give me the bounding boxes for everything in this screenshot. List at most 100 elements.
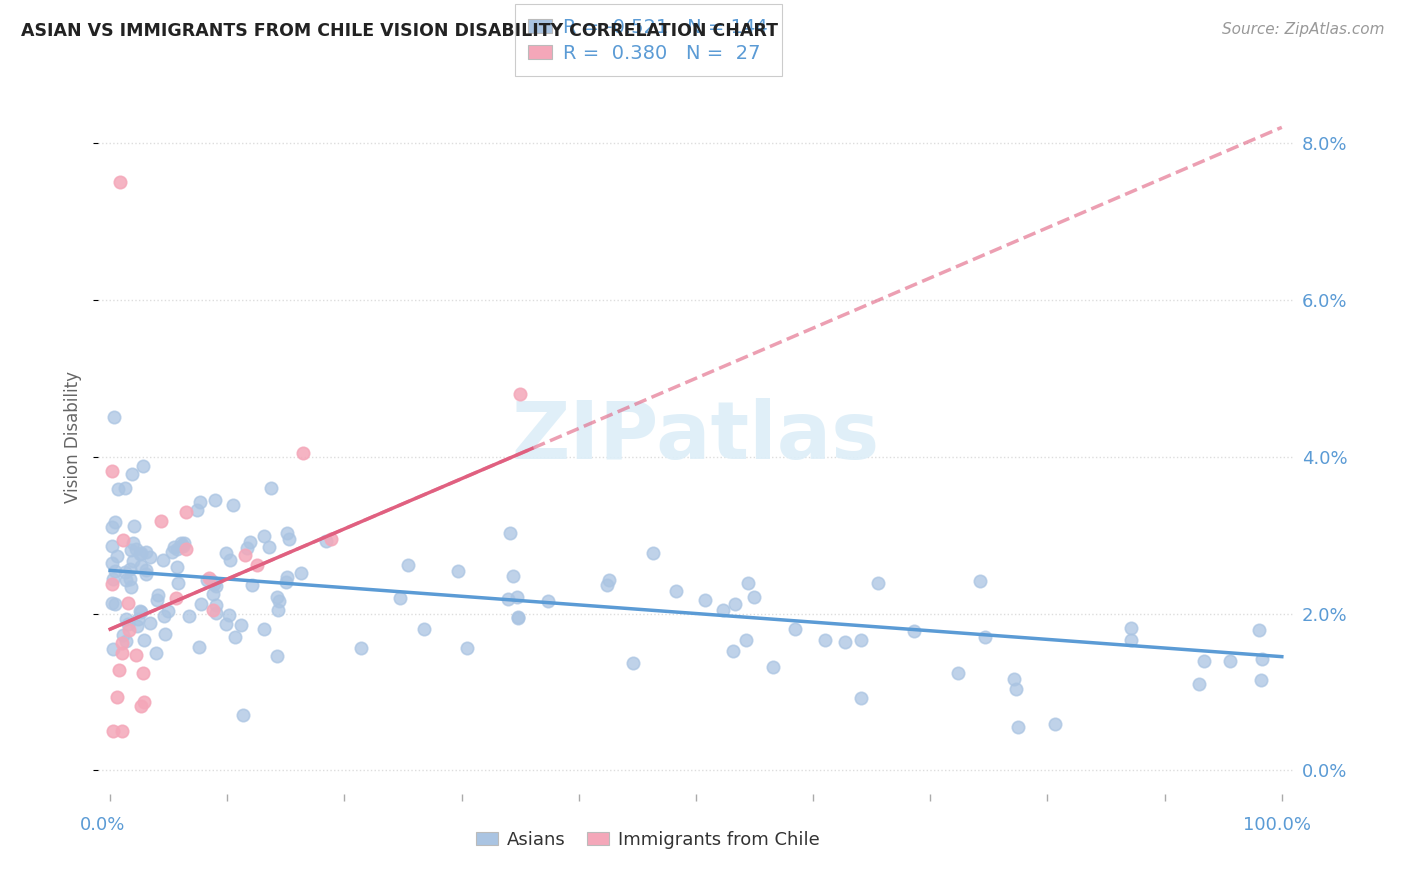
Point	[166, 576, 188, 591]
Point	[131, 699, 153, 714]
Point	[737, 575, 759, 590]
Point	[117, 617, 139, 632]
Point	[201, 574, 224, 588]
Point	[111, 628, 134, 642]
Point	[814, 632, 837, 647]
Point	[735, 633, 758, 648]
Point	[148, 588, 170, 602]
Point	[205, 578, 228, 592]
Point	[101, 556, 124, 570]
Point	[117, 596, 139, 610]
Point	[1002, 672, 1025, 686]
Point	[723, 597, 745, 611]
Point	[190, 495, 212, 509]
Point	[162, 540, 184, 554]
Point	[721, 644, 744, 658]
Point	[166, 542, 188, 557]
Point	[315, 534, 337, 549]
Point	[319, 533, 342, 547]
Point	[851, 690, 873, 705]
Point	[290, 566, 312, 581]
Point	[598, 573, 620, 587]
Point	[104, 597, 127, 611]
Text: 0.0%: 0.0%	[80, 816, 125, 834]
Point	[105, 690, 128, 705]
Text: Source: ZipAtlas.com: Source: ZipAtlas.com	[1222, 22, 1385, 37]
Point	[224, 631, 246, 645]
Point	[121, 467, 143, 481]
Point	[240, 578, 263, 592]
Point	[711, 603, 734, 617]
Point	[693, 592, 716, 607]
Point	[215, 617, 238, 632]
Point	[204, 493, 226, 508]
Point	[222, 498, 245, 512]
Point	[350, 641, 373, 656]
Point	[761, 660, 783, 674]
Point	[101, 642, 124, 657]
Point	[120, 543, 142, 558]
Point	[105, 549, 128, 563]
Point	[1007, 720, 1029, 734]
Point	[201, 586, 224, 600]
Point	[596, 578, 619, 592]
Point	[202, 577, 225, 591]
Point	[231, 617, 253, 632]
Point	[276, 570, 298, 584]
Point	[849, 633, 872, 648]
Point	[190, 597, 212, 611]
Point	[1249, 624, 1271, 638]
Point	[239, 534, 262, 549]
Point	[115, 634, 138, 648]
Point	[219, 553, 242, 567]
Point	[145, 647, 167, 661]
Point	[101, 540, 124, 554]
Point	[257, 540, 280, 554]
Point	[969, 574, 991, 588]
Point	[111, 636, 134, 650]
Point	[267, 603, 290, 617]
Point	[509, 387, 531, 401]
Point	[132, 695, 155, 709]
Point	[233, 548, 256, 562]
Point	[138, 616, 160, 631]
Point	[253, 622, 276, 636]
Point	[266, 648, 288, 663]
Point	[111, 646, 134, 660]
Point	[152, 553, 174, 567]
Point	[1043, 717, 1066, 731]
Point	[946, 665, 969, 680]
Point	[266, 590, 288, 604]
Point	[1250, 673, 1272, 687]
Point	[170, 536, 193, 550]
Point	[135, 563, 157, 577]
Point	[101, 724, 124, 739]
Point	[236, 541, 259, 555]
Point	[121, 536, 143, 550]
Point	[170, 539, 193, 553]
Point	[135, 545, 157, 559]
Point	[174, 505, 197, 519]
Point	[269, 593, 291, 607]
Point	[122, 519, 145, 533]
Point	[101, 464, 124, 478]
Point	[1005, 681, 1028, 696]
Point	[506, 609, 529, 624]
Point	[125, 648, 148, 662]
Point	[413, 622, 436, 636]
Point	[505, 590, 527, 604]
Point	[253, 529, 276, 543]
Point	[129, 559, 152, 574]
Point	[134, 633, 156, 648]
Point	[205, 598, 228, 612]
Point	[131, 605, 153, 619]
Point	[260, 481, 283, 495]
Point	[165, 591, 187, 606]
Point	[177, 609, 200, 624]
Point	[1188, 677, 1211, 691]
Point	[101, 596, 124, 610]
Point	[1121, 621, 1143, 635]
Point	[101, 572, 124, 586]
Point	[118, 624, 141, 638]
Point	[232, 707, 254, 722]
